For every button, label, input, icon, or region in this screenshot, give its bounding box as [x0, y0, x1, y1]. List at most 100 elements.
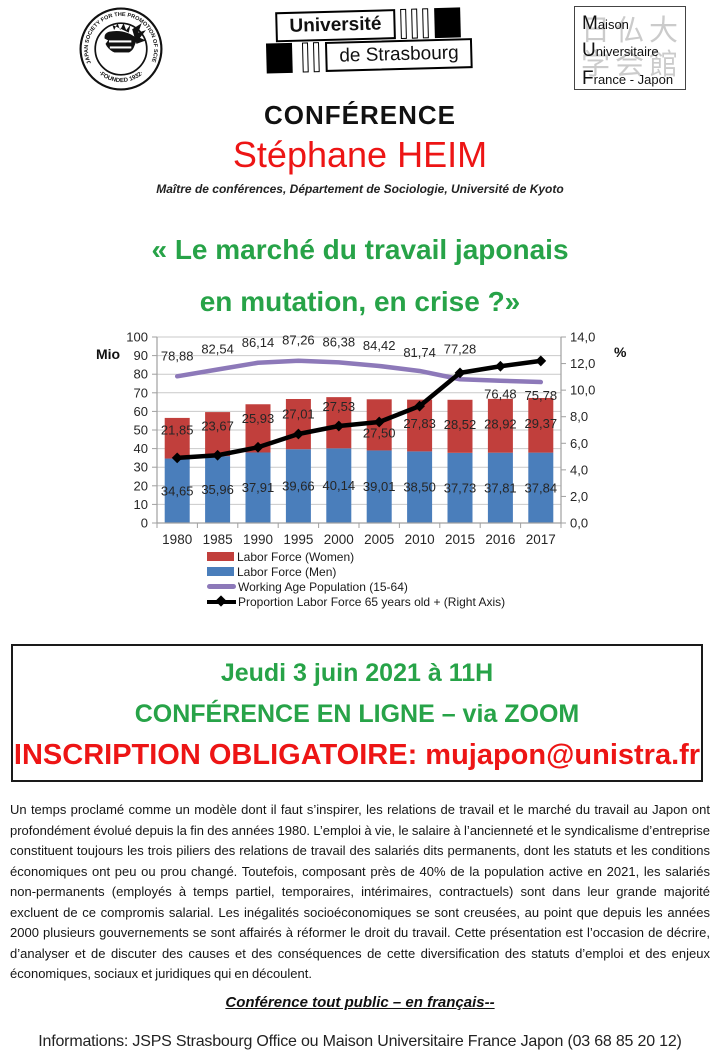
svg-text:86,14: 86,14: [242, 335, 275, 350]
unistra-logo-bar: [312, 42, 320, 73]
svg-text:20: 20: [134, 478, 148, 493]
legend-item: Labor Force (Men): [207, 564, 505, 579]
svg-text:38,50: 38,50: [403, 480, 436, 495]
unistra-logo-bar: [399, 8, 407, 39]
svg-text:37,91: 37,91: [242, 480, 275, 495]
legend-label: Working Age Population (15-64): [238, 579, 408, 594]
unistra-logo-row2: de Strasbourg: [265, 38, 474, 74]
mufj-logo: 日仏大 学会館 Maison Universitaire France - Ja…: [574, 6, 686, 90]
conference-kicker: CONFÉRENCE: [263, 100, 456, 130]
unistra-logo-row1: Université: [275, 7, 461, 43]
svg-text:82,54: 82,54: [201, 341, 234, 356]
working-age-line: [174, 358, 544, 385]
svg-text:39,66: 39,66: [282, 479, 315, 494]
svg-text:23,67: 23,67: [201, 419, 234, 434]
svg-text:90: 90: [134, 348, 148, 363]
svg-text:34,65: 34,65: [161, 483, 194, 498]
audience-note: Conférence tout public – en français--: [225, 993, 495, 1011]
svg-text:87,26: 87,26: [282, 333, 315, 348]
svg-text:2016: 2016: [485, 532, 515, 547]
mufj-kanji-line1: 日仏大: [581, 15, 684, 47]
svg-text:78,88: 78,88: [161, 348, 194, 363]
mufj-latin-line1: Maison: [582, 13, 629, 34]
svg-text:27,01: 27,01: [282, 407, 315, 422]
event-registration-line: INSCRIPTION OBLIGATOIRE: mujapon@unistra…: [13, 739, 701, 771]
mufj-kanji-line2: 学会館: [581, 49, 684, 81]
svg-text:1995: 1995: [283, 532, 313, 547]
svg-text:Mio: Mio: [96, 346, 120, 362]
legend-label: Proportion Labor Force 65 years old + (R…: [238, 594, 506, 609]
svg-text:35,96: 35,96: [201, 482, 234, 497]
legend-item: Proportion Labor Force 65 years old + (R…: [207, 594, 505, 609]
svg-text:81,74: 81,74: [403, 345, 436, 360]
bottom-text-block: Un temps proclamé comme un modèle dont i…: [10, 800, 710, 1051]
unistra-logo-line2: de Strasbourg: [324, 38, 474, 72]
unistra-logo-bar: [410, 8, 418, 39]
svg-text:27,83: 27,83: [403, 416, 436, 431]
svg-text:29,37: 29,37: [525, 416, 558, 431]
svg-text:2,0: 2,0: [570, 489, 588, 504]
svg-text:2017: 2017: [526, 532, 556, 547]
svg-text:39,01: 39,01: [363, 479, 396, 494]
svg-text:12,0: 12,0: [570, 356, 595, 371]
chart-bars: [164, 397, 554, 523]
legend-diamond: [215, 595, 227, 607]
legend-label: Labor Force (Women): [237, 549, 355, 564]
talk-title-line2: en mutation, en crise ?»: [199, 286, 521, 317]
svg-text:27,53: 27,53: [323, 399, 356, 414]
legend-marker: [207, 567, 234, 576]
svg-text:14,0: 14,0: [570, 330, 595, 345]
svg-text:27,50: 27,50: [363, 425, 396, 440]
event-date-line: Jeudi 3 juin 2021 à 11H: [220, 659, 494, 687]
svg-text:100: 100: [126, 330, 148, 345]
svg-text:80: 80: [134, 367, 148, 382]
svg-text:84,42: 84,42: [363, 338, 396, 353]
svg-text:1990: 1990: [243, 532, 273, 547]
svg-text:40: 40: [134, 441, 148, 456]
legend-label: Labor Force (Men): [237, 564, 337, 579]
legend-item: Working Age Population (15-64): [207, 579, 505, 594]
legend-marker: [207, 584, 236, 589]
legend-item: Labor Force (Women): [207, 549, 505, 564]
speaker-affiliation: Maître de conférences, Département de So…: [156, 182, 564, 196]
svg-text:2000: 2000: [324, 532, 354, 547]
event-online-line: CONFÉRENCE EN LIGNE – via ZOOM: [134, 700, 580, 728]
event-info-box: Jeudi 3 juin 2021 à 11H CONFÉRENCE EN LI…: [11, 644, 703, 782]
svg-text:60: 60: [134, 404, 148, 419]
svg-text:75,78: 75,78: [525, 388, 558, 403]
svg-text:25,93: 25,93: [242, 411, 275, 426]
svg-text:21,85: 21,85: [161, 423, 194, 438]
unistra-logo-black-block: [433, 7, 461, 39]
legend-marker: [207, 552, 234, 561]
chart-legend: Labor Force (Women) Labor Force (Men) Work…: [207, 549, 505, 609]
svg-text:50: 50: [134, 423, 148, 438]
svg-text:2015: 2015: [445, 532, 475, 547]
svg-text:10,0: 10,0: [570, 383, 595, 398]
svg-text:77,28: 77,28: [444, 341, 477, 356]
svg-text:0,0: 0,0: [570, 516, 588, 531]
svg-text:30: 30: [134, 460, 148, 475]
mufj-latin-line2: Universitaire: [582, 40, 659, 61]
chart-axes: 0 10 20 30 40 50 60 70 80 90 100 0,0 2,0 4,0 6,0 8,0 10,…: [96, 330, 627, 548]
svg-text:2005: 2005: [364, 532, 394, 547]
legend-marker: [207, 595, 236, 607]
unistra-logo-line1: Université: [275, 9, 396, 43]
unistra-logo-black-block: [265, 42, 293, 74]
svg-text:1980: 1980: [162, 532, 192, 547]
svg-text:40,14: 40,14: [323, 478, 356, 493]
speaker-name: Stéphane HEIM: [232, 134, 488, 175]
svg-text:37,73: 37,73: [444, 480, 477, 495]
unistra-logo-bar: [421, 8, 429, 39]
svg-text:0: 0: [141, 516, 148, 531]
svg-text:1985: 1985: [203, 532, 233, 547]
unistra-logo: Université de Strasbourg: [265, 7, 474, 78]
labor-market-chart: 34,65 21,85 78,88 35,96 23,67 82,54 37,91 25,93…: [96, 330, 627, 548]
svg-text:4,0: 4,0: [570, 462, 588, 477]
svg-text:37,81: 37,81: [484, 480, 517, 495]
footer-contact-info: Informations: JSPS Strasbourg Office ou …: [38, 1032, 682, 1050]
svg-text:37,84: 37,84: [525, 480, 558, 495]
svg-text:%: %: [614, 344, 627, 360]
svg-text:28,92: 28,92: [484, 416, 517, 431]
talk-title-line1: « Le marché du travail japonais: [151, 234, 569, 265]
